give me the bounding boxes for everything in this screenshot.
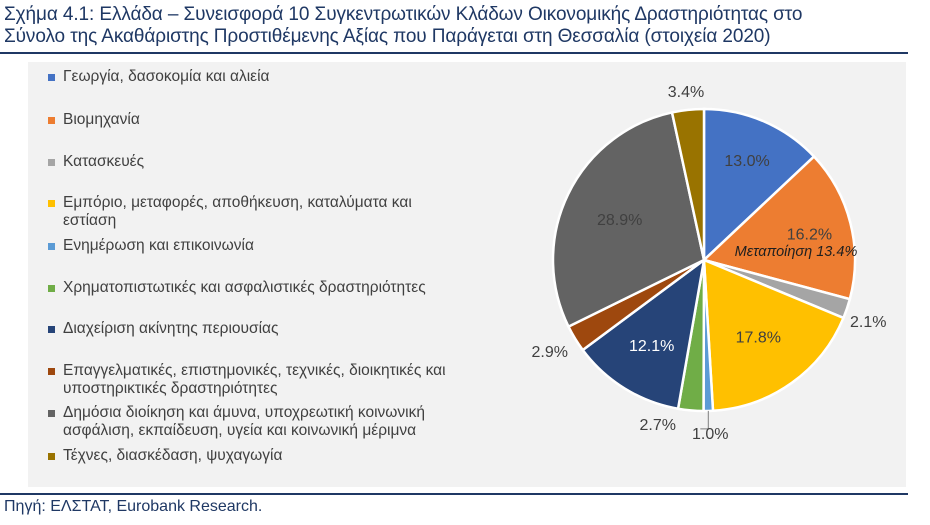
legend-item: Χρηματοπιστωτικές και ασφαλιστικές δραστ… [48,279,426,297]
legend-label: Χρηματοπιστωτικές και ασφαλιστικές δραστ… [63,279,426,296]
slice-value-label: 16.2% [787,227,832,244]
legend-item: Τέχνες, διασκέδαση, ψυχαγωγία [48,447,282,465]
legend-label: Τέχνες, διασκέδαση, ψυχαγωγία [63,447,283,464]
legend-item: Βιομηχανία [48,111,140,129]
slice-value-label: 3.4% [668,84,704,101]
legend-swatch [48,74,55,81]
chart-title: Σχήμα 4.1: Ελλάδα – Συνεισφορά 10 Συγκεν… [4,4,926,48]
legend-item: Ενημέρωση και επικοινωνία [48,237,254,255]
slice-value-label: 2.9% [532,344,568,361]
slice-value-label: 17.8% [736,329,781,346]
legend-label: Βιομηχανία [63,111,140,128]
slice-value-label: 28.9% [597,212,642,229]
slice-value-label: 2.1% [850,314,886,331]
pie-slice [702,258,846,413]
legend-item: Επαγγελματικές, επιστημονικές, τεχνικές,… [48,362,446,398]
pie-slice [551,110,706,329]
source-note: Πηγή: ΕΛΣΤΑΤ, Eurobank Research. [4,498,263,515]
slice-value-label: 12.1% [629,338,674,355]
pie-slice [701,154,857,301]
pie-slice [670,107,706,261]
legend-label: Εμπόριο, μεταφορές, αποθήκευση, καταλύμα… [63,194,412,229]
legend-swatch [48,243,55,250]
legend-item: Δημόσια διοίκηση και άμυνα, υποχρεωτική … [48,404,425,440]
pie-slice [702,107,816,263]
legend-swatch [48,159,55,166]
chart-title-line-1: Σχήμα 4.1: Ελλάδα – Συνεισφορά 10 Συγκεν… [4,4,803,25]
legend-swatch [48,368,55,375]
slice-value-label: 2.7% [640,417,676,434]
legend-swatch [48,285,55,292]
legend-label: Επαγγελματικές, επιστημονικές, τεχνικές,… [63,362,446,397]
legend-label: Ενημέρωση και επικοινωνία [63,237,254,254]
legend-swatch [48,200,55,207]
leader-line [700,410,709,430]
slice-value-label: 13.0% [724,153,769,170]
pie-slice [581,257,706,411]
legend-item: Εμπόριο, μεταφορές, αποθήκευση, καταλύμα… [48,194,412,230]
slice-value-label: 1.0% [692,426,728,443]
legend-label: Διαχείριση ακίνητης περιουσίας [63,320,279,337]
legend-label: Κατασκευές [63,153,145,170]
legend-swatch [48,453,55,460]
legend-item: Γεωργία, δασοκομία και αλιεία [48,68,269,86]
legend-swatch [48,117,55,124]
legend-label: Γεωργία, δασοκομία και αλιεία [63,68,270,85]
legend-item: Διαχείριση ακίνητης περιουσίας [48,320,278,338]
legend-item: Κατασκευές [48,153,144,171]
legend-swatch [48,410,55,417]
chart-title-line-2: Σύνολο της Ακαθάριστης Προστιθέμενης Αξί… [4,26,771,47]
legend-label: Δημόσια διοίκηση και άμυνα, υποχρεωτική … [63,404,425,439]
title-divider [0,52,908,54]
slice-annotation: Μεταποίηση 13.4% [735,244,858,260]
legend-swatch [48,326,55,333]
source-divider [0,493,908,495]
